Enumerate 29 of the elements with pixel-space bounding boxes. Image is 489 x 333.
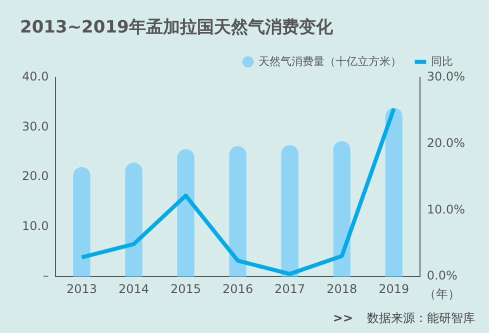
bar [281, 145, 298, 277]
y2-tick-label: 0.0% [426, 268, 458, 283]
x-tick-label: 2013 [66, 282, 98, 296]
y2-tick-label: 30.0% [426, 70, 466, 84]
x-tick-label: 2019 [378, 282, 410, 296]
legend-label: 同比 [431, 54, 453, 68]
x-axis-title: （年） [424, 287, 460, 302]
x-tick-label: 2017 [274, 282, 306, 296]
source-note: 数据来源：能研智库 [367, 311, 475, 325]
bar [177, 149, 194, 277]
bar [385, 108, 402, 277]
y-tick-label: 10.0 [22, 218, 49, 233]
y2-tick-label: 10.0% [426, 202, 466, 216]
bar [125, 162, 142, 277]
text: >> [332, 311, 353, 325]
x-tick-label: 2014 [118, 282, 150, 296]
y-tick-label: 40.0 [22, 70, 49, 84]
y2-tick-label: 20.0% [426, 136, 466, 150]
bar [333, 141, 350, 277]
y-tick-label: 20.0 [22, 169, 49, 184]
y-tick-label: 30.0 [22, 119, 49, 134]
legend-label: 天然气消费量（十亿立方米） [258, 54, 402, 68]
x-tick-label: 2018 [326, 282, 358, 296]
chart-title: 2013~2019年孟加拉国天然气消费变化 [20, 18, 334, 38]
x-tick-label: 2015 [170, 282, 202, 296]
bar [73, 167, 90, 277]
bar [229, 146, 246, 277]
x-tick-label: 2016 [222, 282, 254, 296]
y-tick-label: – [42, 268, 49, 283]
